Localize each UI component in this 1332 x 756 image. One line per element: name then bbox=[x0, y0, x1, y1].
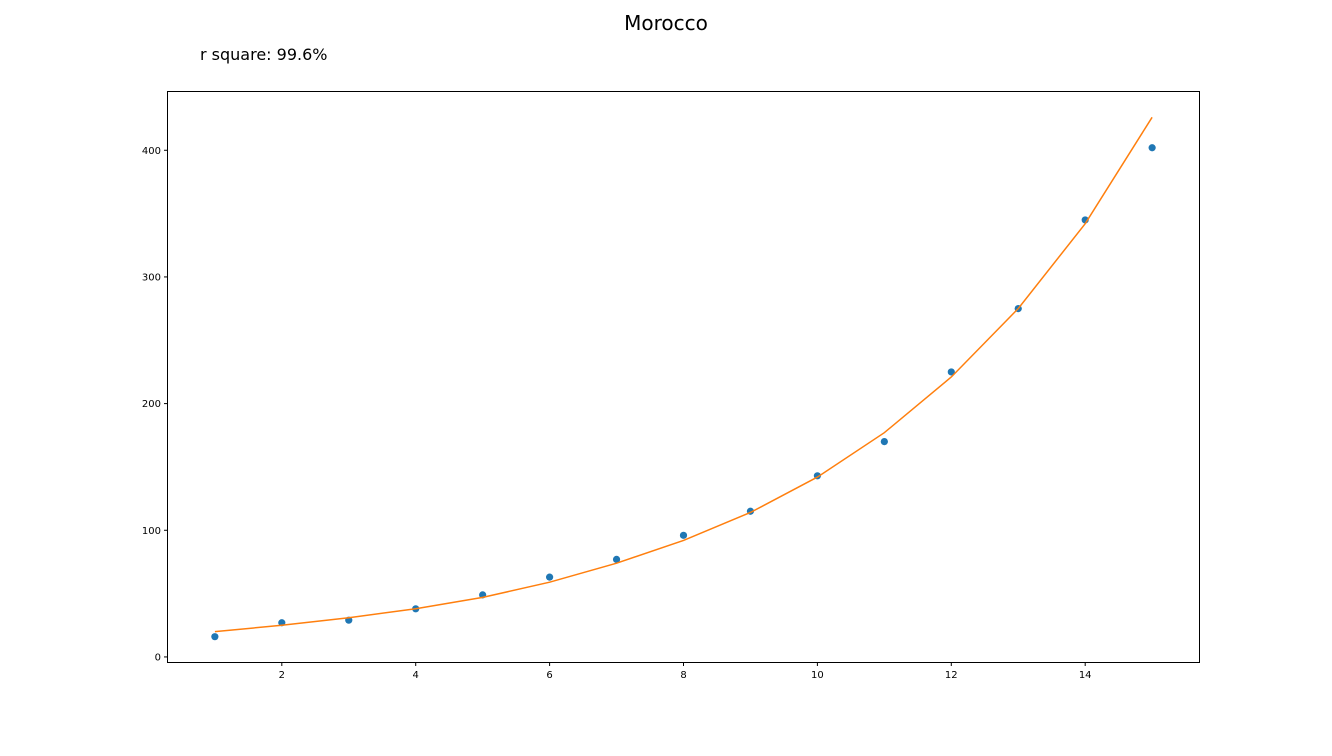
data-point bbox=[546, 573, 554, 581]
x-tick-label: 12 bbox=[945, 670, 958, 681]
x-tick-label: 8 bbox=[680, 670, 686, 681]
y-tick-label: 300 bbox=[142, 272, 161, 283]
x-tick-label: 4 bbox=[413, 670, 419, 681]
fit-line bbox=[214, 116, 1153, 633]
x-tick-label: 2 bbox=[279, 670, 285, 681]
chart-title: Morocco bbox=[624, 11, 708, 35]
x-axis: 2 4 6 8 10 12 14 bbox=[279, 662, 1092, 681]
data-point bbox=[612, 555, 621, 564]
scatter-series bbox=[211, 144, 1156, 641]
data-point bbox=[679, 531, 688, 539]
plot-area-frame bbox=[167, 91, 1200, 663]
data-point bbox=[880, 438, 888, 446]
x-tick-label: 14 bbox=[1079, 670, 1092, 681]
data-point bbox=[947, 368, 955, 376]
data-point bbox=[1148, 144, 1156, 152]
y-tick-label: 400 bbox=[142, 146, 161, 157]
y-tick-label: 100 bbox=[142, 526, 161, 537]
y-axis: 0 100 200 300 400 bbox=[142, 146, 168, 663]
x-tick-label: 6 bbox=[546, 670, 552, 681]
x-tick-label: 10 bbox=[811, 670, 824, 681]
r-square-annotation: r square: 99.6% bbox=[200, 45, 327, 64]
data-point bbox=[211, 633, 219, 641]
series-layer bbox=[211, 116, 1156, 641]
y-tick-label: 0 bbox=[155, 652, 161, 663]
y-tick-label: 200 bbox=[142, 399, 161, 410]
